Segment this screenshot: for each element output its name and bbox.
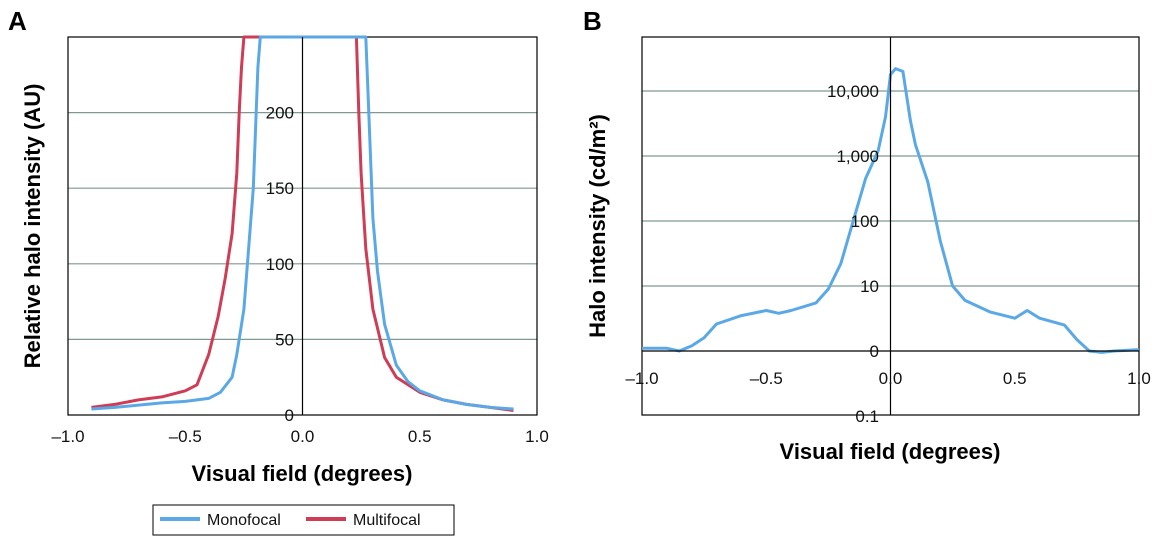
panel-a-x-tick-label: 0.0 [291,427,315,446]
panel-a-x-axis-title: Visual field (degrees) [192,461,413,486]
panel-a-y-tick-label: 100 [266,255,294,274]
panel-a-y-tick-label: 200 [266,104,294,123]
panel-b-series [642,67,1140,354]
panel-a-x-tick-label: 0.5 [408,427,432,446]
panel-a-series-multifocal [91,35,514,412]
panel-a-x-tick-label: –0.5 [169,427,202,446]
panel-a-y-tick-labels: 0 50 100 150 200 [266,104,294,425]
panel-a-y-tick-label: 150 [266,179,294,198]
panel-a-y-tick-label: 50 [275,330,294,349]
panel-a-label: A [8,6,27,36]
panel-b-x-tick-label: –0.5 [750,369,783,388]
panel-b-y-axis-title: Halo intensity (cd/m²) [585,114,610,338]
legend-box [152,504,455,536]
panel-b-y-tick-label: 0 [870,342,879,361]
legend: Monofocal Multifocal [152,504,455,536]
panel-b-x-tick-label: 1.0 [1127,369,1151,388]
panel-b-y-tick-labels: 0.1 0 10 100 1,000 10,000 [827,82,879,426]
panel-b-x-axis-title: Visual field (degrees) [780,439,1001,464]
panel-a-x-tick-label: –1.0 [51,427,84,446]
panel-a-y-axis-title: Relative halo intensity (AU) [20,84,45,369]
panel-b-y-tick-label: 100 [851,212,879,231]
panel-a-series [91,35,514,412]
legend-label-monofocal: Monofocal [207,512,281,529]
panel-b-x-tick-label: 0.5 [1003,369,1027,388]
panel-a-series-monofocal [91,35,514,411]
panel-b-x-tick-label: 0.0 [879,369,903,388]
panel-a-x-tick-label: 1.0 [525,427,549,446]
panel-b-label: B [583,6,602,36]
panel-b-y-tick-label: 1,000 [836,147,879,166]
panel-a: A 0 50 100 150 200 –1.0 –0.5 0.0 0.5 1.0 Visual … [8,6,549,536]
panel-b-y-tick-label: 0.1 [855,407,879,426]
panel-b-series-monofocal [642,67,1140,354]
legend-label-multifocal: Multifocal [353,512,421,529]
panel-b-y-tick-label: 10 [860,277,879,296]
panel-b-x-tick-label: –1.0 [625,369,658,388]
panel-b: B 0.1 0 10 100 1,000 10,000 –1.0 –0.5 0.0 0.5 1.0… [583,6,1151,464]
panel-a-y-tick-label: 0 [285,406,294,425]
panel-b-y-tick-label: 10,000 [827,82,879,101]
panel-b-x-tick-labels: –1.0 –0.5 0.0 0.5 1.0 [625,369,1150,388]
panel-a-x-tick-labels: –1.0 –0.5 0.0 0.5 1.0 [51,427,548,446]
